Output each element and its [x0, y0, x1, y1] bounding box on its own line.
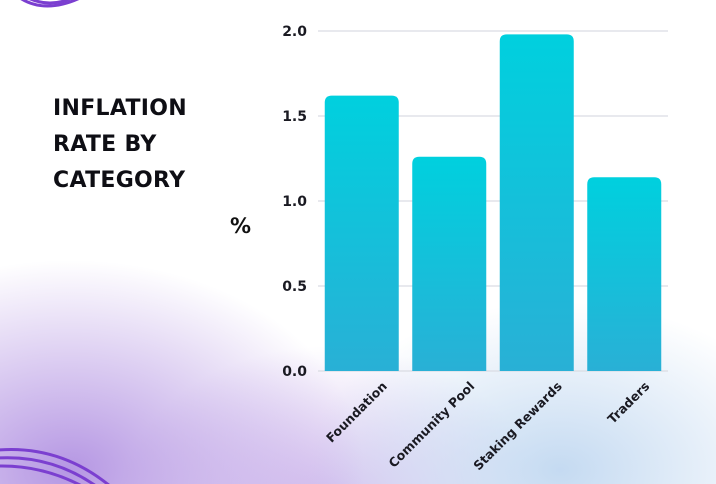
decorative-swirl-top: [20, 0, 80, 8]
y-tick-label: 1.5: [282, 109, 307, 125]
x-tick-label: Staking Rewards: [470, 379, 565, 474]
x-tick-label: Community Pool: [385, 379, 477, 471]
bar-traders: [587, 177, 662, 371]
y-tick-label: 1.0: [282, 194, 307, 210]
y-tick-label: 2.0: [282, 24, 307, 40]
bar-foundation: [324, 95, 399, 371]
decorative-swirl-bottom: [0, 464, 82, 484]
y-tick-label: 0.0: [282, 364, 307, 380]
decorative-swirl-bottom: [0, 447, 110, 484]
chart-title-line: RATE BY: [53, 132, 157, 157]
y-tick-label: 0.5: [282, 279, 307, 295]
decorative-swirl-bottom: [0, 456, 96, 484]
chart-title: INFLATION RATE BY CATEGORY: [53, 91, 243, 199]
decorative-swirl-top: [28, 0, 72, 5]
bar-community-pool: [412, 156, 487, 371]
x-tick-label: Foundation: [323, 379, 390, 446]
y-axis-label: %: [230, 214, 252, 238]
chart-title-line: CATEGORY: [53, 168, 186, 193]
x-tick-label: Traders: [604, 379, 652, 427]
bar-staking-rewards: [499, 34, 574, 372]
chart-title-line: INFLATION: [53, 96, 187, 121]
